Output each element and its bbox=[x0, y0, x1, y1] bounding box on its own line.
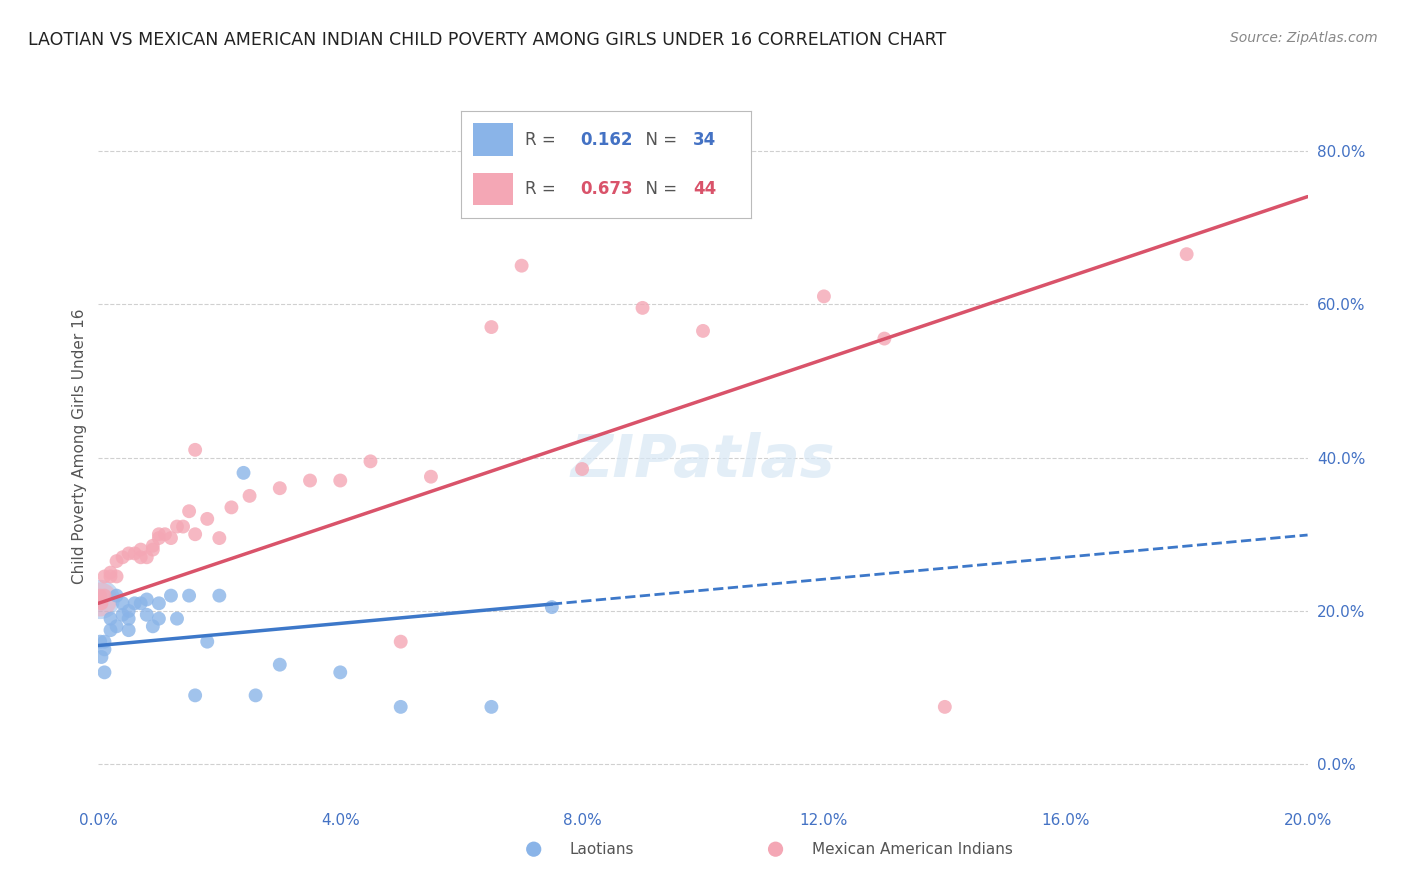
Point bbox=[1175, 247, 1198, 261]
Point bbox=[135, 550, 157, 565]
Text: Laotians: Laotians bbox=[569, 842, 634, 856]
Point bbox=[142, 619, 165, 633]
Point bbox=[111, 607, 134, 622]
Point bbox=[105, 619, 128, 633]
Point bbox=[232, 466, 254, 480]
Point bbox=[692, 324, 714, 338]
Point bbox=[184, 689, 207, 703]
Point bbox=[631, 301, 654, 315]
Point bbox=[89, 634, 111, 648]
Text: ZIPatlas: ZIPatlas bbox=[571, 432, 835, 489]
Text: Source: ZipAtlas.com: Source: ZipAtlas.com bbox=[1230, 31, 1378, 45]
Point bbox=[90, 650, 112, 665]
Point bbox=[93, 569, 115, 583]
Point bbox=[111, 550, 134, 565]
Point bbox=[389, 699, 412, 714]
Point bbox=[239, 489, 262, 503]
Y-axis label: Child Poverty Among Girls Under 16: Child Poverty Among Girls Under 16 bbox=[72, 309, 87, 583]
Point bbox=[89, 589, 111, 603]
Point bbox=[389, 634, 412, 648]
Point bbox=[571, 462, 593, 476]
Point bbox=[873, 332, 896, 346]
Point bbox=[142, 539, 165, 553]
Point bbox=[93, 634, 115, 648]
Point bbox=[208, 531, 231, 545]
Point bbox=[89, 592, 111, 607]
Point bbox=[124, 546, 146, 560]
Point bbox=[269, 481, 291, 495]
Point bbox=[329, 474, 352, 488]
Point bbox=[934, 699, 956, 714]
Point bbox=[221, 500, 243, 515]
Point bbox=[129, 550, 152, 565]
Point bbox=[166, 519, 188, 533]
Point bbox=[510, 259, 533, 273]
Point bbox=[481, 699, 503, 714]
Point bbox=[148, 612, 170, 626]
Point bbox=[118, 604, 141, 618]
Point bbox=[184, 527, 207, 541]
Point bbox=[540, 600, 562, 615]
Text: LAOTIAN VS MEXICAN AMERICAN INDIAN CHILD POVERTY AMONG GIRLS UNDER 16 CORRELATIO: LAOTIAN VS MEXICAN AMERICAN INDIAN CHILD… bbox=[28, 31, 946, 49]
Point bbox=[105, 589, 128, 603]
Point bbox=[135, 607, 157, 622]
Point bbox=[179, 504, 201, 518]
Point bbox=[135, 592, 157, 607]
Point bbox=[142, 542, 165, 557]
Point bbox=[93, 642, 115, 657]
Point bbox=[360, 454, 382, 468]
Point bbox=[118, 612, 141, 626]
Point bbox=[160, 589, 183, 603]
Point bbox=[90, 596, 112, 610]
Point bbox=[93, 665, 115, 680]
Point bbox=[172, 519, 194, 533]
Point bbox=[160, 531, 183, 545]
Point bbox=[111, 596, 134, 610]
Point bbox=[129, 542, 152, 557]
Point bbox=[124, 596, 146, 610]
Point bbox=[100, 612, 122, 626]
Point bbox=[208, 589, 231, 603]
Point bbox=[195, 634, 218, 648]
Point bbox=[481, 320, 503, 334]
Point bbox=[299, 474, 322, 488]
Point bbox=[813, 289, 835, 303]
Point bbox=[118, 546, 141, 560]
Point bbox=[148, 531, 170, 545]
Point bbox=[166, 612, 188, 626]
Point bbox=[100, 569, 122, 583]
Point bbox=[148, 527, 170, 541]
Point bbox=[420, 469, 443, 483]
Point bbox=[100, 623, 122, 637]
Point bbox=[105, 554, 128, 568]
Point bbox=[184, 442, 207, 457]
Point bbox=[179, 589, 201, 603]
Point bbox=[153, 527, 176, 541]
Point bbox=[93, 589, 115, 603]
Text: Mexican American Indians: Mexican American Indians bbox=[811, 842, 1012, 856]
Point bbox=[89, 592, 111, 607]
Point bbox=[118, 623, 141, 637]
Point bbox=[329, 665, 352, 680]
Point bbox=[100, 566, 122, 580]
Point bbox=[129, 596, 152, 610]
Point bbox=[195, 512, 218, 526]
Point bbox=[148, 596, 170, 610]
Point bbox=[269, 657, 291, 672]
Point bbox=[105, 569, 128, 583]
Point bbox=[245, 689, 267, 703]
